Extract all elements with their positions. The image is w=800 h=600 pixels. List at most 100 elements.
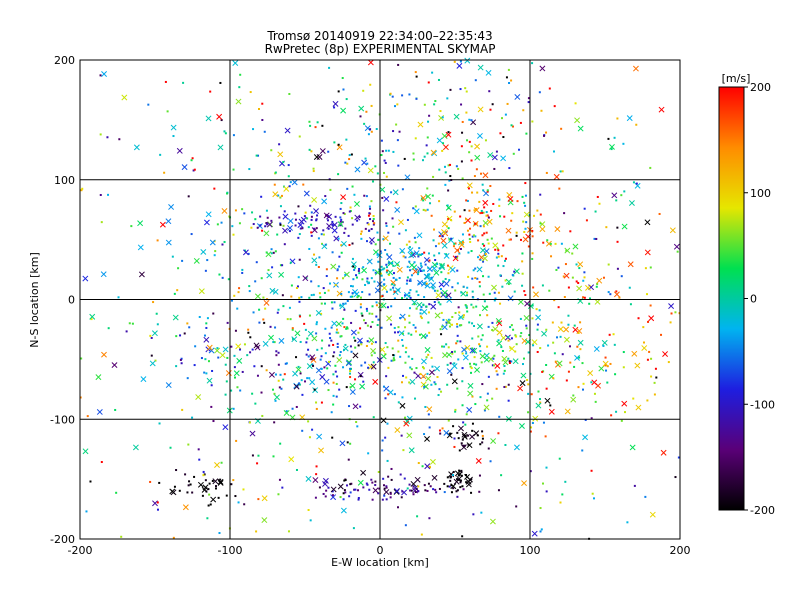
data-point-dot xyxy=(428,517,431,520)
data-point-dot xyxy=(382,283,385,286)
data-point-dot xyxy=(539,398,542,401)
data-point-dot xyxy=(456,322,459,325)
data-point-dot xyxy=(474,403,477,406)
data-point-dot xyxy=(436,289,439,292)
data-point-dot xyxy=(386,346,389,349)
data-point-cross xyxy=(461,346,468,353)
data-point-dot xyxy=(439,110,442,113)
data-point-dot xyxy=(434,259,437,262)
data-point-cross xyxy=(399,402,406,409)
data-point-cross xyxy=(556,360,563,367)
data-point-dot xyxy=(446,363,449,366)
data-point-cross xyxy=(430,282,437,289)
data-point-dot xyxy=(255,261,258,264)
data-point-cross xyxy=(330,494,337,501)
data-point-dot xyxy=(193,364,196,367)
data-point-dot xyxy=(156,239,159,242)
data-point-dot xyxy=(527,351,530,354)
data-point-dot xyxy=(274,399,277,402)
data-point-cross xyxy=(354,214,361,221)
data-point-cross xyxy=(201,486,208,493)
data-point-dot xyxy=(404,524,407,527)
data-point-dot xyxy=(530,426,533,429)
data-point-cross xyxy=(471,347,478,354)
data-point-dot xyxy=(346,441,349,444)
data-point-dot xyxy=(221,243,224,246)
data-point-dot xyxy=(355,274,358,277)
data-point-cross xyxy=(253,342,260,349)
data-point-dot xyxy=(377,318,380,321)
data-point-cross xyxy=(635,404,642,411)
data-point-dot xyxy=(377,260,380,263)
data-point-cross xyxy=(321,198,328,205)
data-point-dot xyxy=(230,299,233,302)
x-axis-label: E-W location [km] xyxy=(331,556,429,569)
data-point-dot xyxy=(393,290,396,293)
data-point-dot xyxy=(187,484,190,487)
data-point-dot xyxy=(452,425,455,428)
data-point-dot xyxy=(281,486,284,489)
data-point-cross xyxy=(169,488,176,495)
data-point-dot xyxy=(477,335,480,338)
data-point-dot xyxy=(427,321,430,324)
data-point-dot xyxy=(344,273,347,276)
data-point-cross xyxy=(101,71,108,77)
data-point-dot xyxy=(650,357,653,360)
data-point-dot xyxy=(243,212,246,215)
data-point-dot xyxy=(386,459,389,462)
data-point-cross xyxy=(481,305,488,312)
data-point-dot xyxy=(346,326,349,329)
data-point-cross xyxy=(411,299,418,306)
data-point-dot xyxy=(500,474,503,477)
data-point-dot xyxy=(362,380,365,383)
data-point-dot xyxy=(387,393,390,396)
data-point-cross xyxy=(221,207,228,214)
data-point-cross xyxy=(212,478,219,485)
data-point-dot xyxy=(173,485,176,488)
data-point-dot xyxy=(378,487,381,490)
data-point-dot xyxy=(239,73,242,76)
data-point-dot xyxy=(538,309,541,312)
data-point-cross xyxy=(673,243,680,250)
data-point-dot xyxy=(486,399,489,402)
data-point-dot xyxy=(315,407,318,410)
data-point-dot xyxy=(375,301,378,304)
data-point-dot xyxy=(247,331,250,334)
data-point-cross xyxy=(548,408,555,415)
data-point-dot xyxy=(241,208,244,211)
data-point-dot xyxy=(428,259,431,262)
data-point-dot xyxy=(415,290,418,293)
data-point-dot xyxy=(405,346,408,349)
data-point-dot xyxy=(291,328,294,331)
data-point-dot xyxy=(307,508,310,511)
data-point-dot xyxy=(366,277,369,280)
data-point-dot xyxy=(288,306,291,309)
data-point-dot xyxy=(191,416,194,419)
data-point-dot xyxy=(344,302,347,305)
data-point-dot xyxy=(348,495,351,498)
data-point-dot xyxy=(324,352,327,355)
data-point-dot xyxy=(418,333,421,336)
data-point-dot xyxy=(406,265,409,268)
data-point-dot xyxy=(483,300,486,303)
data-point-dot xyxy=(357,496,360,499)
data-point-cross xyxy=(269,287,276,294)
data-point-cross xyxy=(541,330,547,337)
data-point-cross xyxy=(403,291,410,298)
data-point-dot xyxy=(459,324,462,327)
data-point-cross xyxy=(570,396,577,403)
data-point-dot xyxy=(348,154,351,157)
data-point-dot xyxy=(480,361,483,364)
data-point-dot xyxy=(333,141,336,144)
data-point-cross xyxy=(266,272,273,279)
data-point-dot xyxy=(481,441,484,444)
data-point-dot xyxy=(453,60,456,63)
data-point-dot xyxy=(387,149,390,152)
data-point-dot xyxy=(510,337,513,340)
data-point-dot xyxy=(402,255,405,258)
data-point-dot xyxy=(542,421,545,424)
data-point-dot xyxy=(404,416,407,419)
data-point-dot xyxy=(461,367,464,370)
data-point-cross xyxy=(361,159,368,166)
data-point-dot xyxy=(392,150,395,153)
